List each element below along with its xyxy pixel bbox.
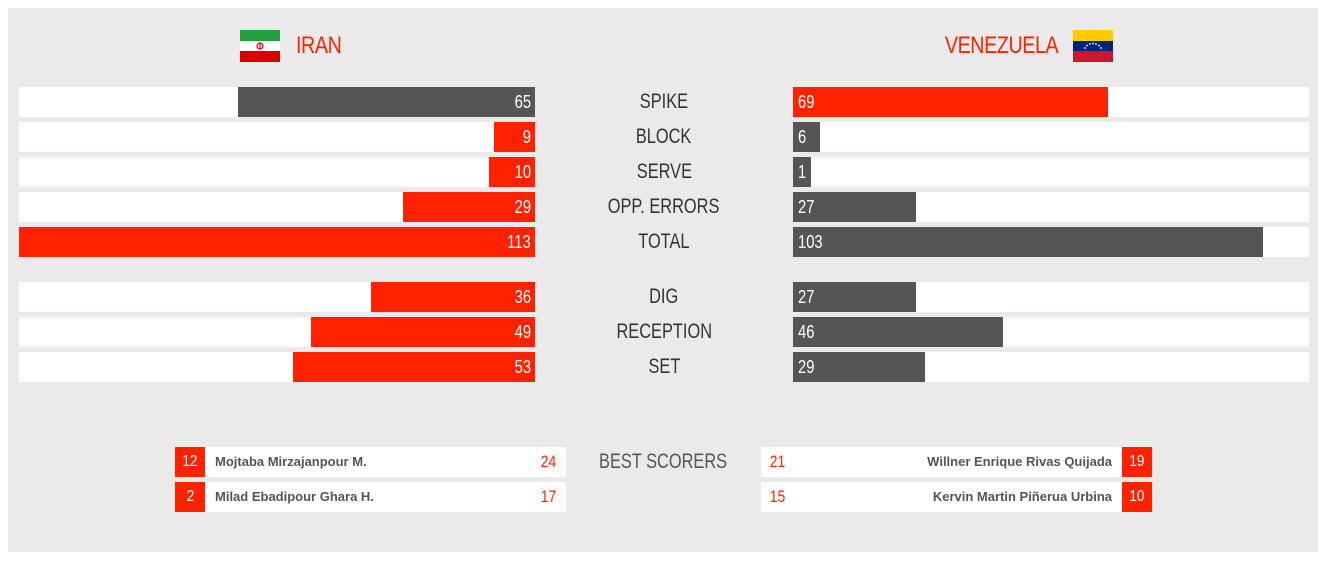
away-bar-total: 103	[793, 227, 1263, 257]
away-bar-opp-errors: 27	[793, 192, 916, 222]
home-value-label: 9	[522, 127, 531, 147]
jersey-number: 12	[175, 447, 205, 477]
player-points: 15	[769, 487, 786, 506]
away-value-label: 27	[798, 287, 815, 307]
away-value-label: 69	[798, 92, 815, 112]
home-value-label: 65	[514, 92, 531, 112]
category-label: OPP. ERRORS	[608, 195, 720, 218]
away-bar-dig: 27	[793, 282, 916, 312]
home-bar-total: 113	[19, 227, 535, 257]
home-bar-dig: 36	[371, 282, 535, 312]
category-label: SET	[648, 355, 680, 378]
away-value-label: 27	[798, 197, 815, 217]
player-name[interactable]: Milad Ebadipour Ghara H.	[215, 489, 374, 504]
player-points: 21	[769, 452, 786, 471]
category-label: RECEPTION	[616, 320, 712, 343]
player-name[interactable]: Kervin Martin Piñerua Urbina	[932, 489, 1112, 504]
home-scorer-row: 2 Milad Ebadipour Ghara H. 17	[175, 482, 566, 512]
home-value-label: 49	[514, 322, 531, 342]
category-label: DIG	[649, 285, 679, 308]
player-points: 24	[540, 452, 557, 471]
home-bar-spike: 65	[238, 87, 535, 117]
home-value-label: 113	[507, 232, 531, 252]
away-team-name: VENEZUELA	[944, 32, 1059, 59]
home-team-name: IRAN	[296, 32, 342, 59]
home-value-label: 10	[514, 162, 531, 182]
home-value-label: 53	[514, 357, 531, 377]
player-points: 17	[540, 487, 557, 506]
home-bar-reception: 49	[311, 317, 535, 347]
category-label: TOTAL	[638, 230, 690, 253]
away-row-track	[793, 157, 1309, 187]
away-value-label: 46	[798, 322, 815, 342]
home-value-label: 29	[514, 197, 531, 217]
venezuela-flag-icon	[1073, 30, 1113, 62]
away-bar-block: 6	[793, 122, 820, 152]
category-label: SPIKE	[639, 90, 689, 113]
category-label: SERVE	[636, 160, 692, 183]
home-bar-block: 9	[494, 122, 535, 152]
away-scorer-row: 15 Kervin Martin Piñerua Urbina 10	[761, 482, 1152, 512]
away-scorer-row: 21 Willner Enrique Rivas Quijada 19	[761, 447, 1152, 477]
category-label: BLOCK	[636, 125, 692, 148]
jersey-number: 2	[175, 482, 205, 512]
away-bar-reception: 46	[793, 317, 1003, 347]
home-bar-serve: 10	[489, 157, 535, 187]
away-value-label: 103	[798, 232, 823, 252]
away-row-track	[793, 122, 1309, 152]
home-scorer-row: 12 Mojtaba Mirzajanpour M. 24	[175, 447, 566, 477]
home-row-track	[19, 122, 535, 152]
player-name[interactable]: Mojtaba Mirzajanpour M.	[215, 454, 367, 469]
home-value-label: 36	[514, 287, 531, 307]
iran-flag-icon	[240, 30, 280, 62]
home-bar-set: 53	[293, 352, 535, 382]
best-scorers-label: BEST SCORERS	[598, 450, 728, 473]
player-name[interactable]: Willner Enrique Rivas Quijada	[927, 454, 1112, 469]
away-value-label: 29	[798, 357, 815, 377]
home-row-track	[19, 157, 535, 187]
jersey-number: 19	[1122, 447, 1152, 477]
away-bar-spike: 69	[793, 87, 1108, 117]
away-value-label: 6	[798, 127, 807, 147]
away-value-label: 1	[798, 162, 807, 182]
away-bar-set: 29	[793, 352, 925, 382]
home-bar-opp-errors: 29	[403, 192, 535, 222]
jersey-number: 10	[1122, 482, 1152, 512]
away-bar-serve: 1	[793, 157, 811, 187]
